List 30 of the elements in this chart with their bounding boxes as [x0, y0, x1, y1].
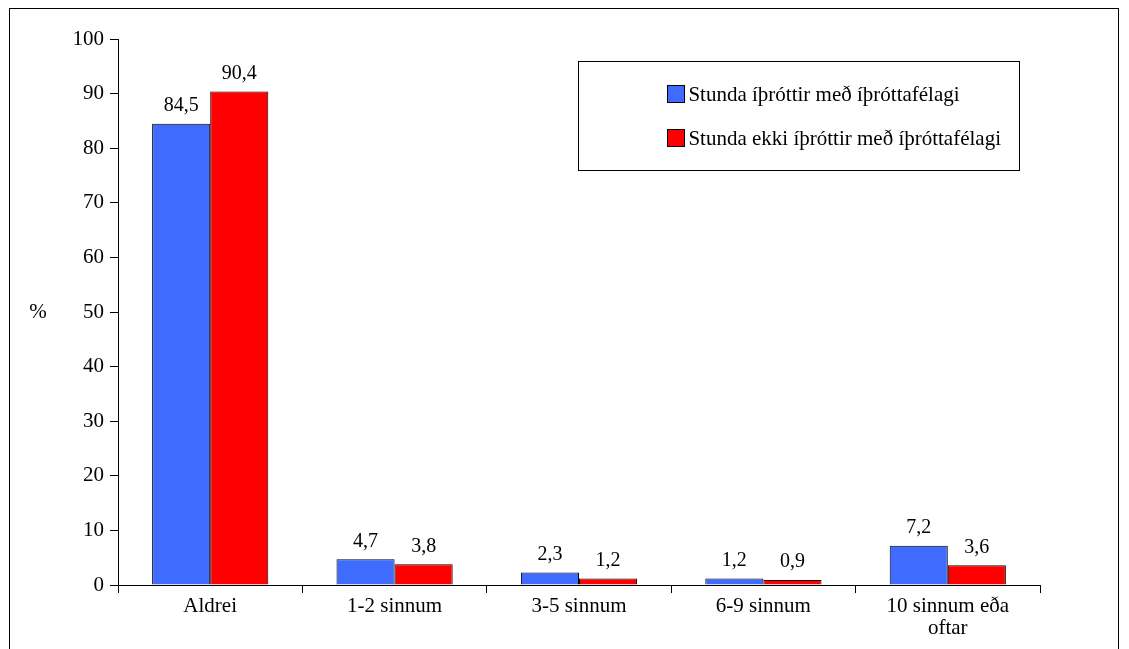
x-tick-label: Aldrei	[183, 592, 238, 617]
y-tick-label: 40	[83, 353, 104, 378]
data-label: 1,2	[595, 547, 621, 570]
data-label: 2,3	[537, 541, 563, 564]
legend-label: Stunda íþróttir með íþróttafélagi	[688, 81, 960, 107]
y-tick-label: 100	[72, 25, 104, 50]
y-axis-title: %	[29, 298, 47, 323]
y-tick-label: 50	[83, 298, 104, 323]
data-label: 0,9	[779, 549, 805, 572]
y-tick-label: 20	[83, 462, 104, 487]
data-label: 4,7	[353, 528, 379, 551]
x-tick-label: 6-9 sinnum	[715, 592, 811, 617]
chart-frame: Aldrei 1-2 sinnum 3-5 sinnum 6-9 sinnum 10 sinnum eða oftar 0 10 20 30 40 50 60 70 80 90 100 84,5 4,7 2,3 1,2 7,2 90,4 3,8 1,2 0,9 3,6 % Stunda íþróttir með íþróttafélagi Stunda ekki íþróttir með íþróttafélagi	[9, 8, 1119, 649]
data-label: 7,2	[906, 514, 932, 537]
legend-label: Stunda ekki íþróttir með íþróttafélagi	[688, 125, 1001, 151]
data-label: 84,5	[163, 92, 199, 115]
data-label: 90,4	[221, 60, 257, 83]
x-tick-label: 3-5 sinnum	[531, 592, 627, 617]
x-tick-label: 1-2 sinnum	[347, 592, 443, 617]
data-label: 3,6	[964, 534, 990, 557]
x-tick-label: 10 sinnum eða oftar	[886, 592, 1010, 639]
data-label: 3,8	[411, 533, 437, 556]
y-tick-label: 90	[83, 80, 104, 105]
y-tick-label: 0	[93, 571, 104, 596]
y-tick-label: 60	[83, 243, 104, 268]
y-tick-label: 30	[83, 407, 104, 432]
y-tick-label: 10	[83, 516, 104, 541]
y-tick-label: 70	[83, 189, 104, 214]
data-label: 1,2	[721, 547, 747, 570]
y-tick-label: 80	[83, 134, 104, 159]
